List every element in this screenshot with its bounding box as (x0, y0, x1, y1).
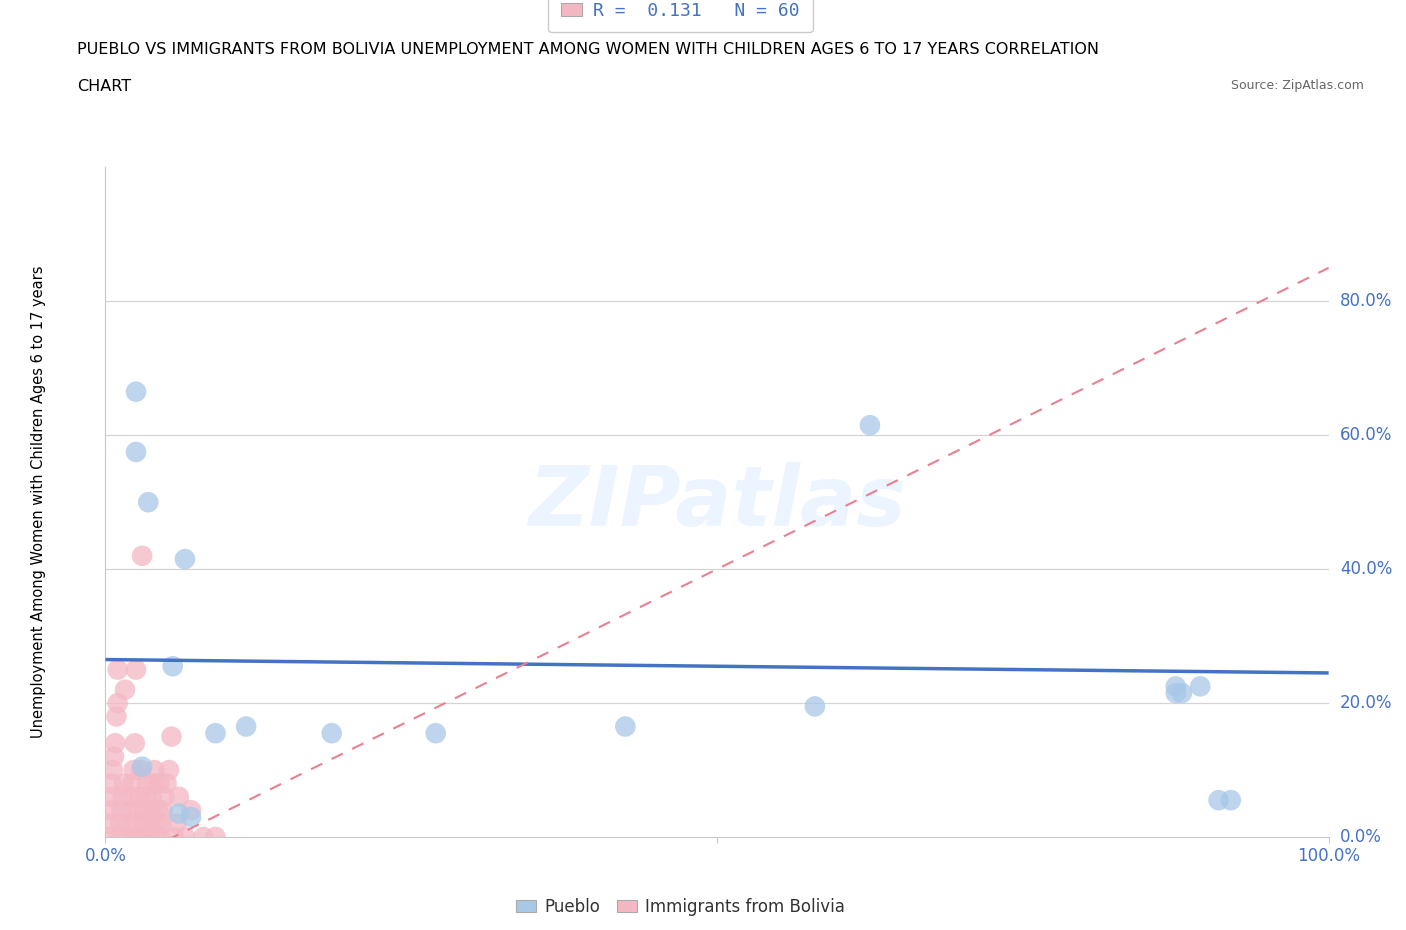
Point (124, 736, 146, 751)
Text: PUEBLO VS IMMIGRANTS FROM BOLIVIA UNEMPLOYMENT AMONG WOMEN WITH CHILDREN AGES 6 : PUEBLO VS IMMIGRANTS FROM BOLIVIA UNEMPL… (77, 42, 1099, 57)
Point (614, 719, 637, 734)
Point (235, 719, 257, 734)
Point (125, 445, 148, 459)
Point (1164, 679, 1187, 694)
Point (121, 776, 143, 790)
Point (148, 776, 170, 790)
Point (128, 790, 150, 804)
Point (122, 763, 145, 777)
Point (157, 763, 180, 777)
Point (1171, 685, 1194, 700)
Point (100, 776, 122, 790)
Point (152, 803, 174, 817)
Point (108, 817, 131, 831)
Point (1219, 792, 1241, 807)
Text: 20.0%: 20.0% (1340, 694, 1392, 712)
Point (1164, 685, 1187, 700)
Text: 80.0%: 80.0% (1340, 292, 1392, 311)
Point (131, 759, 153, 774)
Point (98, 817, 121, 831)
Point (149, 830, 172, 844)
Point (136, 776, 159, 790)
Point (1189, 679, 1212, 694)
Point (112, 776, 135, 790)
Point (174, 551, 197, 566)
Text: 40.0%: 40.0% (1340, 560, 1392, 578)
Point (125, 662, 148, 677)
Point (125, 830, 148, 844)
Point (143, 763, 166, 777)
Point (142, 776, 165, 790)
Point (103, 750, 125, 764)
Point (180, 803, 202, 817)
Point (167, 790, 190, 804)
Point (104, 736, 127, 751)
Point (160, 729, 183, 744)
Point (425, 725, 447, 740)
Point (321, 725, 343, 740)
Point (120, 790, 142, 804)
Point (115, 830, 138, 844)
Point (859, 418, 882, 432)
Point (105, 709, 128, 724)
Text: Unemployment Among Women with Children Ages 6 to 17 years: Unemployment Among Women with Children A… (31, 266, 45, 738)
Point (145, 830, 167, 844)
Point (155, 776, 177, 790)
Point (107, 662, 129, 677)
Point (804, 699, 827, 714)
Point (111, 790, 134, 804)
Point (136, 495, 159, 510)
Point (150, 817, 173, 831)
Point (167, 806, 190, 821)
Point (180, 809, 202, 824)
Point (162, 658, 184, 673)
Point (98, 803, 121, 817)
Point (204, 830, 226, 844)
Legend: Pueblo, Immigrants from Bolivia: Pueblo, Immigrants from Bolivia (509, 891, 852, 923)
Point (141, 790, 163, 804)
Point (134, 803, 156, 817)
Point (146, 817, 169, 831)
Point (204, 725, 226, 740)
Point (101, 763, 124, 777)
Text: CHART: CHART (77, 79, 131, 94)
Text: ZIPatlas: ZIPatlas (529, 461, 905, 543)
Text: Source: ZipAtlas.com: Source: ZipAtlas.com (1230, 79, 1364, 92)
Point (174, 830, 197, 844)
Point (100, 790, 122, 804)
Point (118, 803, 141, 817)
Point (117, 817, 139, 831)
Point (132, 817, 155, 831)
Text: 0.0%: 0.0% (1340, 828, 1382, 846)
Point (153, 790, 176, 804)
Point (163, 830, 186, 844)
Point (108, 830, 131, 844)
Point (131, 830, 153, 844)
Point (1208, 792, 1230, 807)
Point (114, 683, 136, 698)
Point (97, 830, 120, 844)
Point (107, 696, 129, 711)
Point (165, 817, 187, 831)
Point (135, 790, 157, 804)
Point (127, 803, 149, 817)
Point (127, 817, 149, 831)
Point (139, 803, 162, 817)
Text: 60.0%: 60.0% (1340, 426, 1392, 445)
Point (131, 549, 153, 564)
Point (193, 830, 215, 844)
Point (146, 803, 169, 817)
Point (125, 384, 148, 399)
Point (110, 803, 132, 817)
Point (129, 763, 152, 777)
Point (138, 817, 160, 831)
Point (136, 830, 159, 844)
